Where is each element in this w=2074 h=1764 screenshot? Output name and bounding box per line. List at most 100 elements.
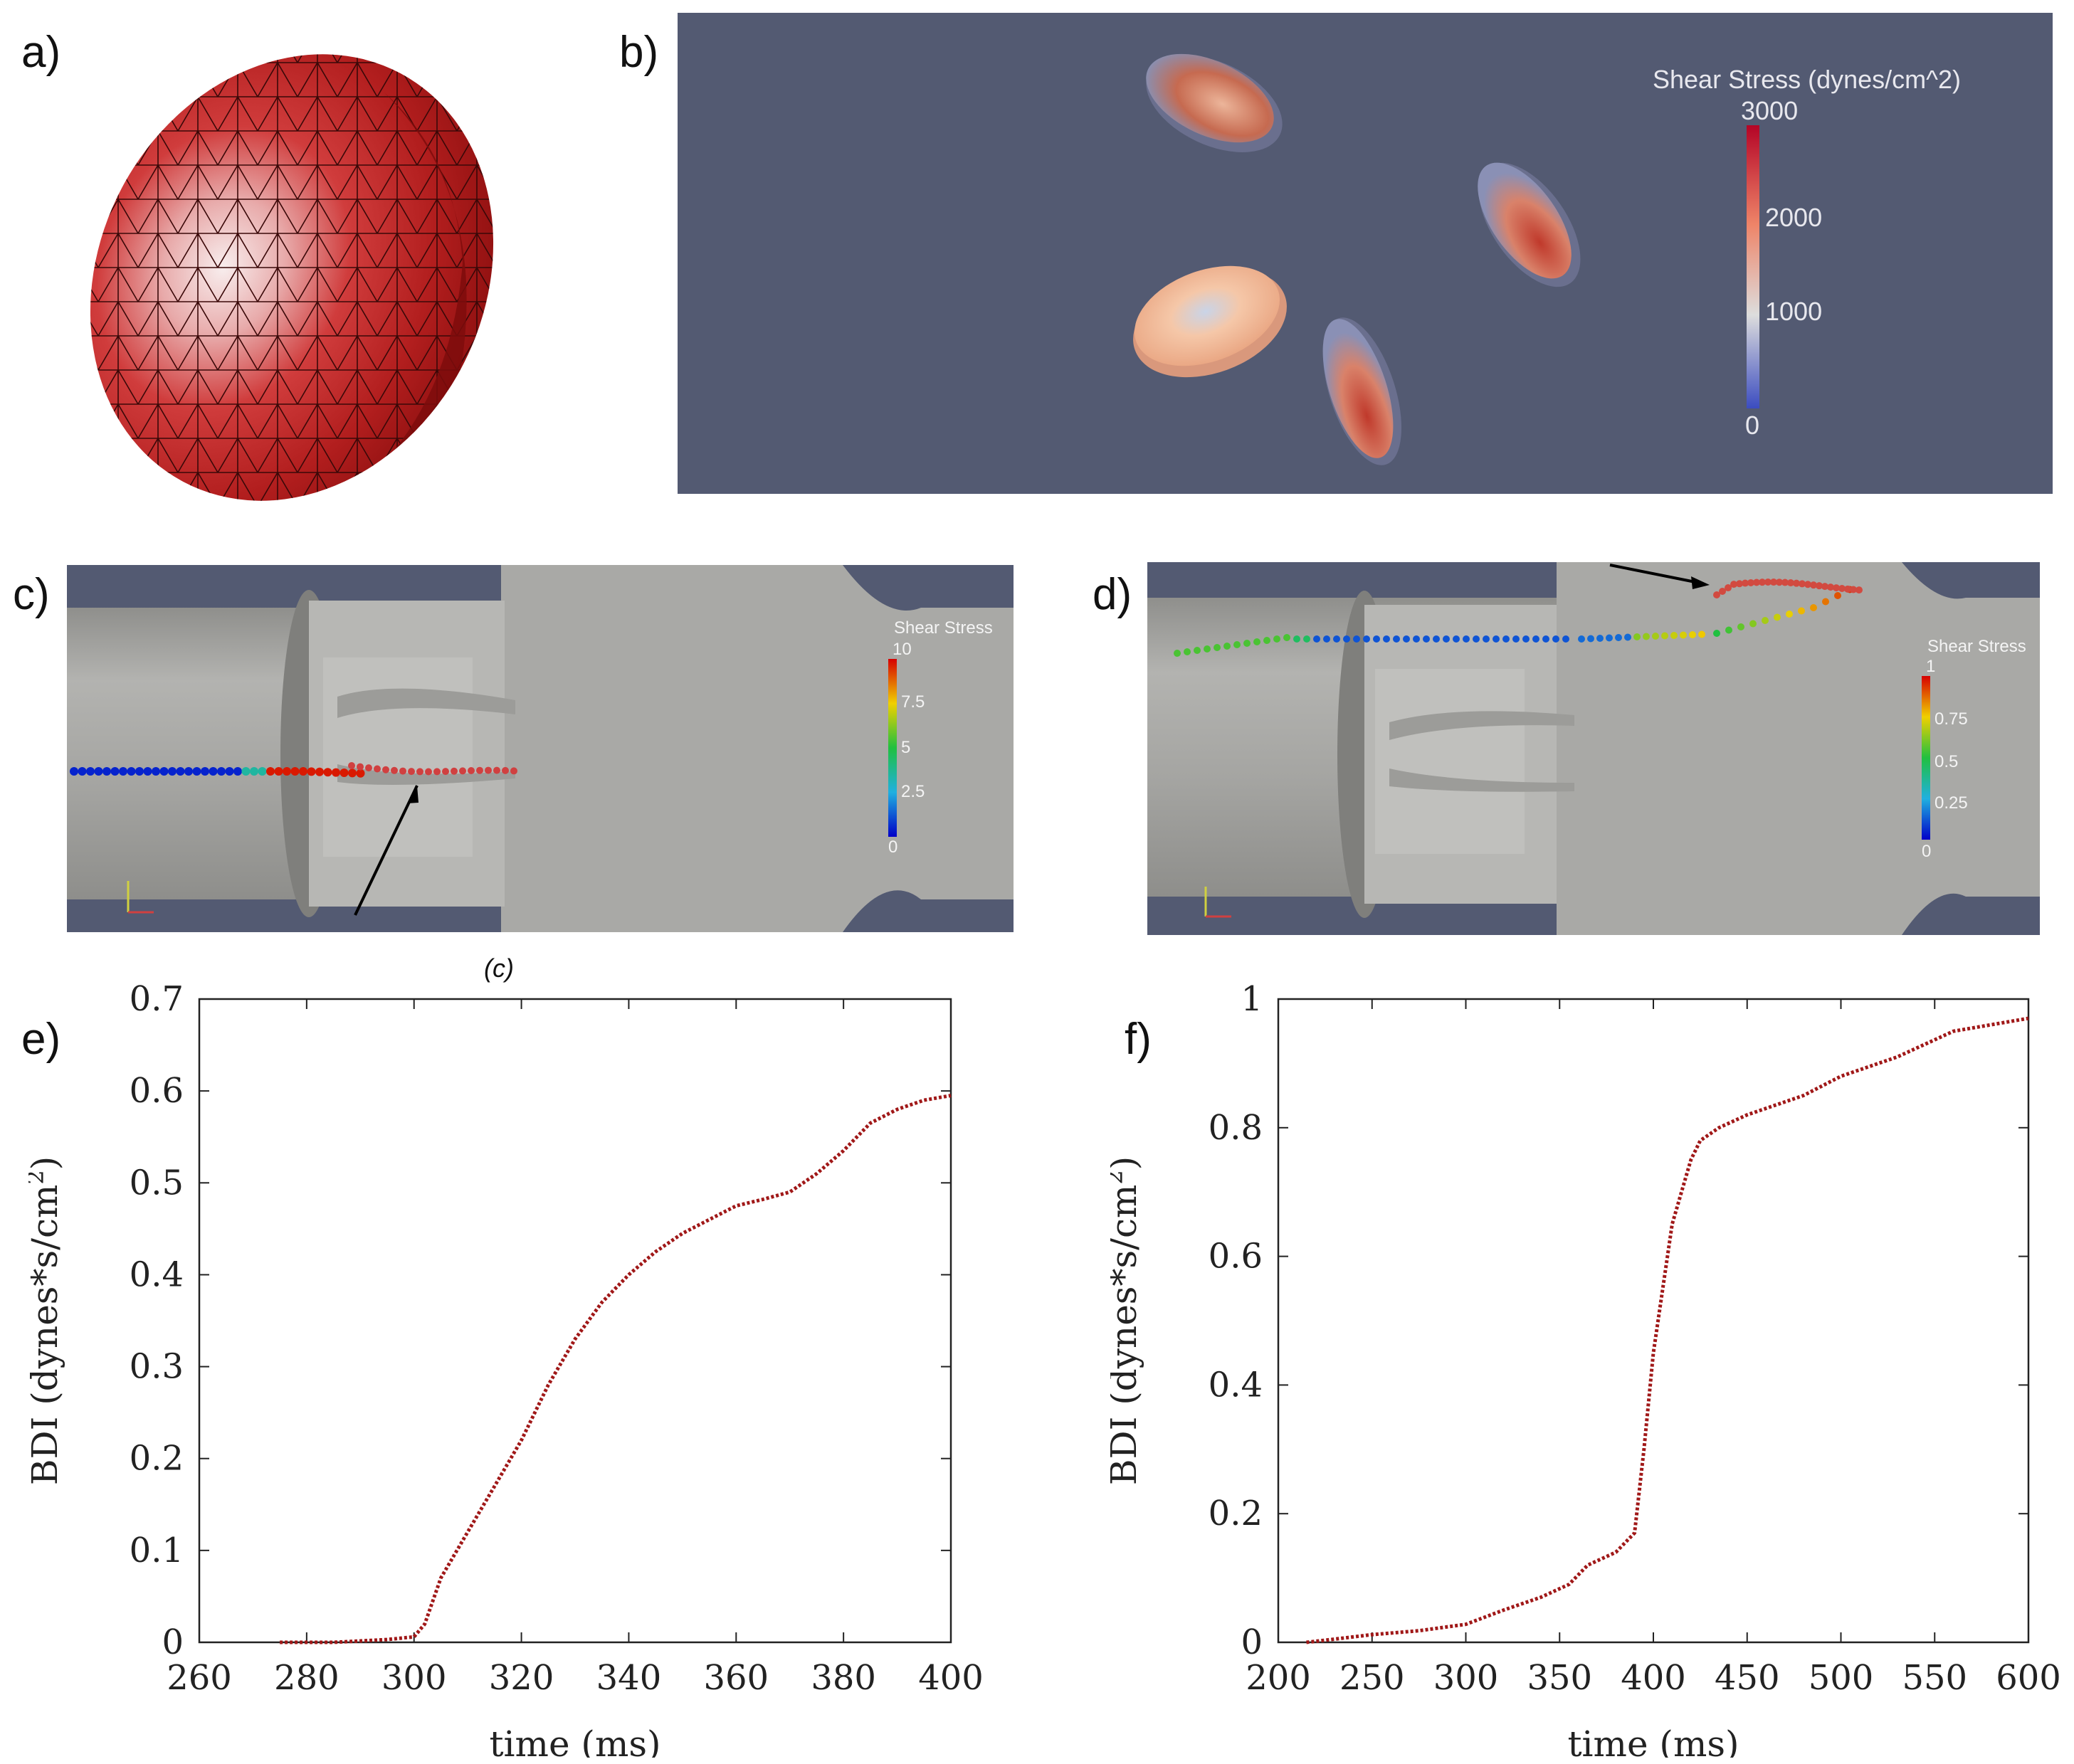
x-tick-label: 280 xyxy=(274,1658,339,1698)
trajectory-point xyxy=(70,767,78,776)
trajectory-point xyxy=(323,768,332,777)
x-axis-label: time (ms) xyxy=(489,1723,660,1758)
panel-label-b: b) xyxy=(619,28,659,77)
trajectory-point xyxy=(459,767,466,775)
y-axis-label: BDI (dynes*s/cm2) xyxy=(1110,1156,1144,1485)
trajectory-point xyxy=(290,767,300,776)
trajectory-point xyxy=(1822,598,1829,606)
colorbar-title: Shear Stress (dynes/cm^2) xyxy=(1653,65,1961,94)
trajectory-point xyxy=(1698,630,1705,638)
trajectory-point xyxy=(1233,641,1241,648)
trajectory-point xyxy=(356,769,365,778)
trajectory-point xyxy=(1184,648,1191,655)
axes-triad-icon xyxy=(127,881,154,914)
panel-label-d: d) xyxy=(1093,570,1132,619)
colorbar-tick: 0 xyxy=(1745,411,1759,440)
colorbar-tick: 1 xyxy=(1926,657,1935,676)
trajectory-point xyxy=(1423,635,1430,643)
x-tick-label: 360 xyxy=(703,1658,769,1698)
trajectory-point xyxy=(102,767,111,776)
trajectory-point xyxy=(1652,633,1659,640)
bdi-series-line xyxy=(280,1094,952,1644)
trajectory-point xyxy=(1833,584,1840,592)
trajectory-point xyxy=(1483,635,1490,643)
trajectory-point xyxy=(502,766,509,774)
trajectory-point xyxy=(416,768,423,776)
trajectory-point xyxy=(476,766,483,774)
x-tick-label: 300 xyxy=(1433,1658,1499,1698)
trajectory-point xyxy=(1453,635,1460,643)
trajectory-point xyxy=(382,766,389,773)
trajectory-point xyxy=(1293,635,1300,643)
trajectory-point xyxy=(1719,588,1726,596)
y-tick-label: 0.2 xyxy=(130,1439,184,1479)
colorbar-tick: 0.25 xyxy=(1934,793,1968,813)
trajectory-point xyxy=(1615,634,1622,641)
y-tick-label: 0.1 xyxy=(130,1531,184,1570)
y-tick-label: 0.3 xyxy=(130,1347,184,1387)
trajectory-point xyxy=(1253,638,1260,645)
trajectory-point xyxy=(468,766,475,774)
platelet-4 xyxy=(1322,317,1402,465)
trajectory-point xyxy=(1578,635,1585,643)
trajectory-point xyxy=(1323,635,1330,643)
trajectory-point xyxy=(1680,631,1687,639)
trajectory-point xyxy=(1774,613,1781,621)
trajectory-point xyxy=(1643,633,1650,640)
caption-c: (c) xyxy=(484,954,514,983)
trajectory-point xyxy=(1661,632,1668,640)
trajectory-point xyxy=(1725,584,1732,592)
trajectory-point xyxy=(1562,635,1569,643)
trajectory-point xyxy=(315,767,324,776)
trajectory-point xyxy=(1713,591,1720,598)
y-tick-label: 0.4 xyxy=(130,1255,184,1294)
x-tick-label: 320 xyxy=(489,1658,554,1698)
trajectory-point xyxy=(299,767,307,776)
x-tick-label: 550 xyxy=(1902,1658,1967,1698)
trajectory-point xyxy=(1804,581,1811,588)
trajectory-point xyxy=(1747,579,1754,586)
trajectory-point xyxy=(1689,631,1696,638)
trajectory-point xyxy=(217,767,226,776)
trajectory-point xyxy=(1713,630,1720,637)
trajectory-point xyxy=(1194,647,1201,654)
trajectory-point xyxy=(1787,579,1794,587)
trajectory-point xyxy=(408,768,415,776)
x-tick-label: 380 xyxy=(811,1658,876,1698)
trajectory-point xyxy=(1413,635,1420,643)
trajectory-point xyxy=(1243,640,1251,647)
platelet-3 xyxy=(1478,162,1581,287)
trajectory-point xyxy=(176,767,185,776)
trajectory-point xyxy=(1393,635,1400,643)
colorbar-tick: 10 xyxy=(893,640,912,659)
trajectory-point xyxy=(1793,579,1800,587)
trajectory-point xyxy=(510,767,517,775)
x-tick-label: 350 xyxy=(1527,1658,1592,1698)
trajectory-point xyxy=(266,767,275,776)
y-tick-label: 0 xyxy=(162,1622,184,1662)
trajectory-point xyxy=(78,767,87,776)
trajectory-point xyxy=(250,767,258,776)
trajectory-point xyxy=(1834,592,1841,599)
trajectory-point xyxy=(110,767,120,776)
colorbar-tick: 3000 xyxy=(1741,96,1798,125)
trajectory-point xyxy=(442,768,449,776)
trajectory-point xyxy=(184,767,193,776)
trajectory-point xyxy=(1776,579,1783,586)
bdi-chart-f: 200 250 300 350 400 450 500 550 600 0 0.2 0.4 0.6 0.8… xyxy=(1110,982,2061,1758)
x-tick-label: 400 xyxy=(1621,1658,1686,1698)
plot-frame xyxy=(1277,998,2030,1644)
trajectory-point xyxy=(1764,579,1772,586)
trajectory-point xyxy=(357,763,364,771)
trajectory-point xyxy=(1223,643,1231,650)
trajectory-point xyxy=(1353,635,1360,643)
axes-triad-icon xyxy=(1204,887,1231,918)
trajectory-point xyxy=(399,767,406,775)
trajectory-point xyxy=(192,767,201,776)
x-tick-label: 300 xyxy=(381,1658,447,1698)
trajectory-point xyxy=(225,767,234,776)
trajectory-point xyxy=(1781,579,1789,586)
trajectory-point xyxy=(1493,635,1500,643)
trajectory-point xyxy=(135,767,144,776)
platelet-2 xyxy=(1146,53,1283,152)
